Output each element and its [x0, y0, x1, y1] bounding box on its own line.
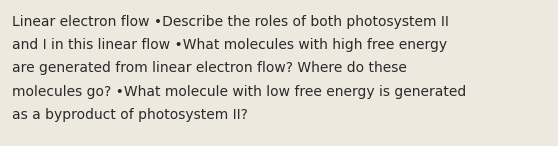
Text: and I in this linear flow •What molecules with high free energy: and I in this linear flow •What molecule… [12, 38, 448, 52]
Text: are generated from linear electron flow? Where do these: are generated from linear electron flow?… [12, 61, 407, 75]
Text: Linear electron flow •Describe the roles of both photosystem II: Linear electron flow •Describe the roles… [12, 15, 449, 29]
Text: molecules go? •What molecule with low free energy is generated: molecules go? •What molecule with low fr… [12, 85, 466, 99]
Text: as a byproduct of photosystem II?: as a byproduct of photosystem II? [12, 108, 248, 122]
